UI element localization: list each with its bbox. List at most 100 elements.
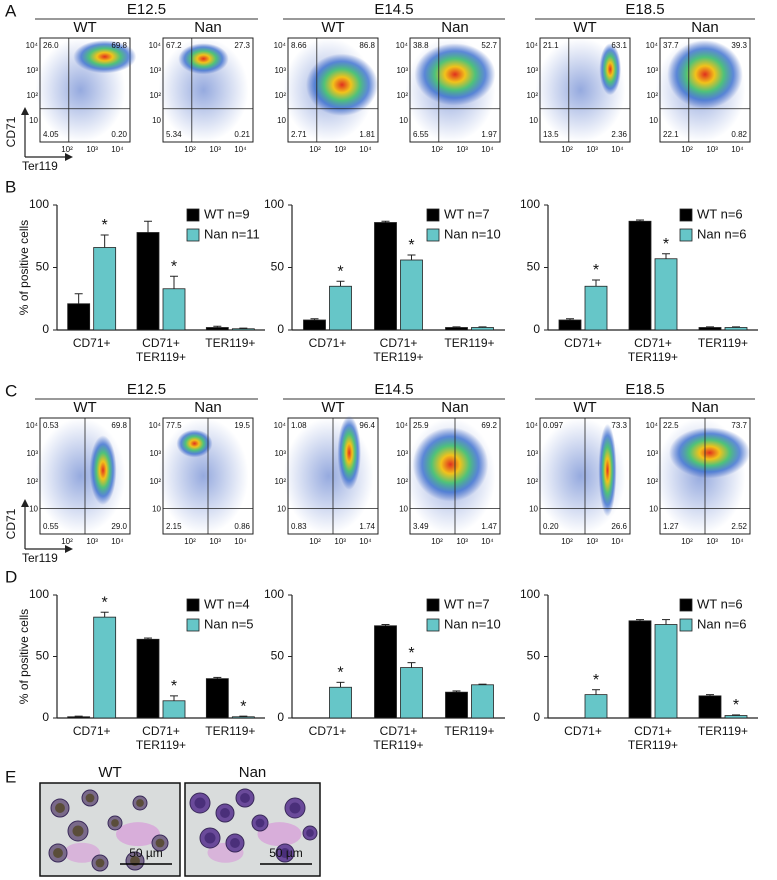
x-tick-label: 10⁴ — [731, 145, 744, 154]
bar — [162, 700, 186, 719]
legend-swatch — [426, 208, 440, 222]
stain-blob — [64, 842, 100, 863]
bar — [231, 716, 255, 719]
x-axis-label: Ter119 — [22, 159, 58, 173]
bar — [584, 285, 608, 331]
x-tick-label: 10⁴ — [234, 145, 247, 154]
y-tick-label: 100 — [29, 587, 49, 601]
y-tick-label: 10 — [649, 116, 658, 125]
quadrant-percent: 0.83 — [291, 522, 307, 531]
quadrant-percent: 77.5 — [166, 421, 182, 430]
quadrant-percent: 29.0 — [111, 522, 127, 531]
quadrant-percent: 1.97 — [481, 130, 497, 139]
x-tick-label: 10² — [431, 145, 443, 154]
panel-letter: C — [5, 381, 17, 400]
error-bar — [636, 219, 644, 222]
quadrant-percent: 21.1 — [543, 41, 559, 50]
y-tick-label: 0 — [277, 710, 284, 724]
y-tick-label: 10 — [152, 505, 161, 514]
x-tick-label: 10³ — [86, 145, 98, 154]
significance-marker: * — [593, 262, 599, 279]
genotype-label: WT — [321, 399, 344, 416]
y-tick-label: 10 — [277, 505, 286, 514]
group-title: E14.5 — [374, 1, 413, 18]
error-bar — [592, 689, 600, 695]
arrow-head — [65, 545, 73, 553]
x-tick-label: 10² — [561, 537, 573, 546]
quadrant-percent: 73.7 — [731, 421, 747, 430]
bar — [231, 328, 255, 331]
genotype-label: WT — [73, 19, 96, 36]
legend-swatch — [426, 228, 440, 242]
error-bar — [566, 318, 574, 320]
significance-marker: * — [171, 678, 177, 695]
bar — [724, 327, 748, 331]
nucleus — [155, 838, 165, 848]
nucleus — [55, 803, 65, 813]
legend-swatch — [679, 618, 693, 632]
x-tick-label: 10² — [309, 537, 321, 546]
x-tick-label: 10⁴ — [611, 145, 624, 154]
scale-bar-label: 50 µm — [129, 846, 163, 860]
quadrant-percent: 39.3 — [731, 41, 747, 50]
genotype-label: WT — [321, 19, 344, 36]
genotype-label: Nan — [441, 19, 469, 36]
y-tick-label: 10² — [274, 477, 286, 486]
quadrant-percent: 27.3 — [234, 41, 250, 50]
bar — [445, 691, 468, 719]
legend-swatch — [186, 228, 200, 242]
quadrant-percent: 37.7 — [663, 41, 679, 50]
y-tick-label: 10 — [29, 505, 38, 514]
bar — [400, 259, 423, 331]
error-bar — [478, 326, 487, 328]
quadrant-percent: 3.49 — [413, 522, 429, 531]
y-tick-label: 0 — [533, 322, 540, 336]
quadrant-percent: 38.8 — [413, 41, 429, 50]
panel-letter: B — [5, 177, 16, 196]
y-tick-label: 10⁴ — [274, 41, 287, 50]
y-tick-label: 10³ — [274, 66, 286, 75]
legend-label: Nan n=6 — [697, 226, 747, 241]
error-bar — [144, 220, 152, 233]
bar — [136, 638, 160, 719]
x-tick-label: 10³ — [334, 145, 346, 154]
genotype-label: WT — [573, 19, 596, 36]
quadrant-percent: 0.82 — [731, 130, 747, 139]
quadrant-percent: 13.5 — [543, 130, 559, 139]
nucleus — [255, 818, 265, 828]
y-tick-label: 10³ — [396, 449, 408, 458]
significance-marker: * — [337, 263, 343, 280]
density-core — [337, 415, 361, 490]
arrow-head — [21, 499, 29, 507]
quadrant-percent: 5.34 — [166, 130, 182, 139]
quadrant-percent: 19.5 — [234, 421, 250, 430]
y-tick-label: 10⁴ — [149, 421, 162, 430]
quadrant-percent: 0.20 — [111, 130, 127, 139]
y-tick-label: 100 — [264, 587, 284, 601]
error-bar — [478, 683, 487, 685]
bar — [136, 232, 160, 331]
density-core — [412, 427, 489, 502]
quadrant-percent: 26.0 — [43, 41, 59, 50]
legend-label: Nan n=11 — [204, 226, 260, 241]
x-tick-label: TER119+ — [205, 336, 255, 350]
genotype-label: Nan — [441, 399, 469, 416]
x-axis-label: Ter119 — [22, 551, 58, 565]
error-bar — [239, 327, 248, 329]
quadrant-percent: 69.8 — [111, 41, 127, 50]
quadrant-percent: 0.55 — [43, 522, 59, 531]
y-axis-label: % of positive cells — [17, 220, 31, 315]
x-tick-label: 10⁴ — [611, 537, 624, 546]
error-bar — [452, 326, 461, 328]
genotype-label: Nan — [194, 19, 222, 36]
bar — [205, 678, 229, 719]
nucleus — [204, 832, 216, 844]
nucleus — [72, 825, 84, 837]
nucleus — [85, 793, 95, 803]
significance-marker: * — [171, 258, 177, 275]
y-tick-label: 10³ — [26, 66, 38, 75]
significance-marker: * — [733, 697, 739, 714]
bar — [374, 222, 397, 331]
nucleus — [111, 819, 119, 827]
